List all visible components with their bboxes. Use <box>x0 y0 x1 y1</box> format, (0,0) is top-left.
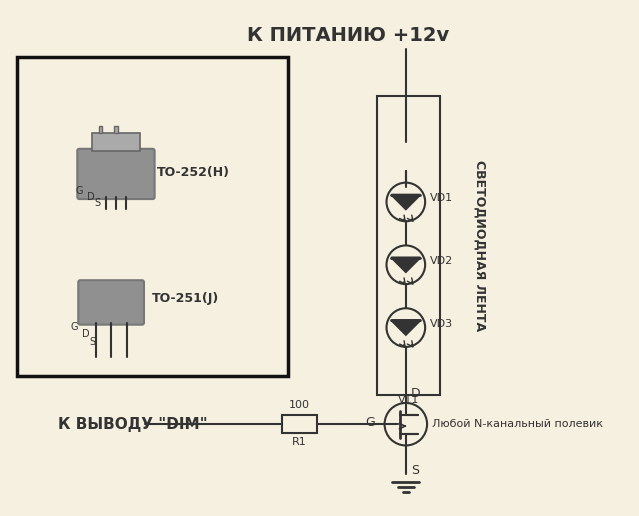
Circle shape <box>387 183 425 221</box>
Text: TO-252(H): TO-252(H) <box>157 167 229 180</box>
Bar <box>282 415 317 433</box>
Circle shape <box>387 246 425 284</box>
Polygon shape <box>391 195 420 209</box>
Text: S: S <box>411 464 419 477</box>
Text: S: S <box>90 337 96 347</box>
Text: TO-251(J): TO-251(J) <box>151 292 219 305</box>
FancyBboxPatch shape <box>78 280 144 325</box>
Text: S: S <box>95 198 101 208</box>
Text: G: G <box>365 416 375 429</box>
FancyBboxPatch shape <box>77 149 155 199</box>
Text: Любой N-канальный полевик: Любой N-канальный полевик <box>432 419 603 429</box>
Bar <box>98 125 102 133</box>
Text: СВЕТОДИОДНАЯ ЛЕНТА: СВЕТОДИОДНАЯ ЛЕНТА <box>473 160 487 331</box>
Text: К ПИТАНИЮ +12v: К ПИТАНИЮ +12v <box>247 26 449 45</box>
Circle shape <box>387 308 425 347</box>
Circle shape <box>385 403 427 445</box>
Text: D: D <box>82 329 89 340</box>
Bar <box>17 57 288 376</box>
Polygon shape <box>391 320 420 335</box>
Text: 100: 100 <box>289 400 310 410</box>
Bar <box>377 95 440 395</box>
Text: К ВЫВОДУ "DIM": К ВЫВОДУ "DIM" <box>58 417 208 432</box>
Text: VD2: VD2 <box>430 256 453 266</box>
Bar <box>394 113 417 142</box>
Text: D: D <box>411 387 420 400</box>
Text: R1: R1 <box>292 437 307 446</box>
Text: VD1: VD1 <box>430 193 453 203</box>
Text: VT1: VT1 <box>398 395 419 405</box>
Text: VD3: VD3 <box>430 319 453 329</box>
Text: G: G <box>70 321 78 332</box>
Bar <box>114 125 118 133</box>
Text: D: D <box>87 192 95 202</box>
Polygon shape <box>391 257 420 272</box>
Bar <box>92 133 140 151</box>
Text: G: G <box>75 186 83 196</box>
